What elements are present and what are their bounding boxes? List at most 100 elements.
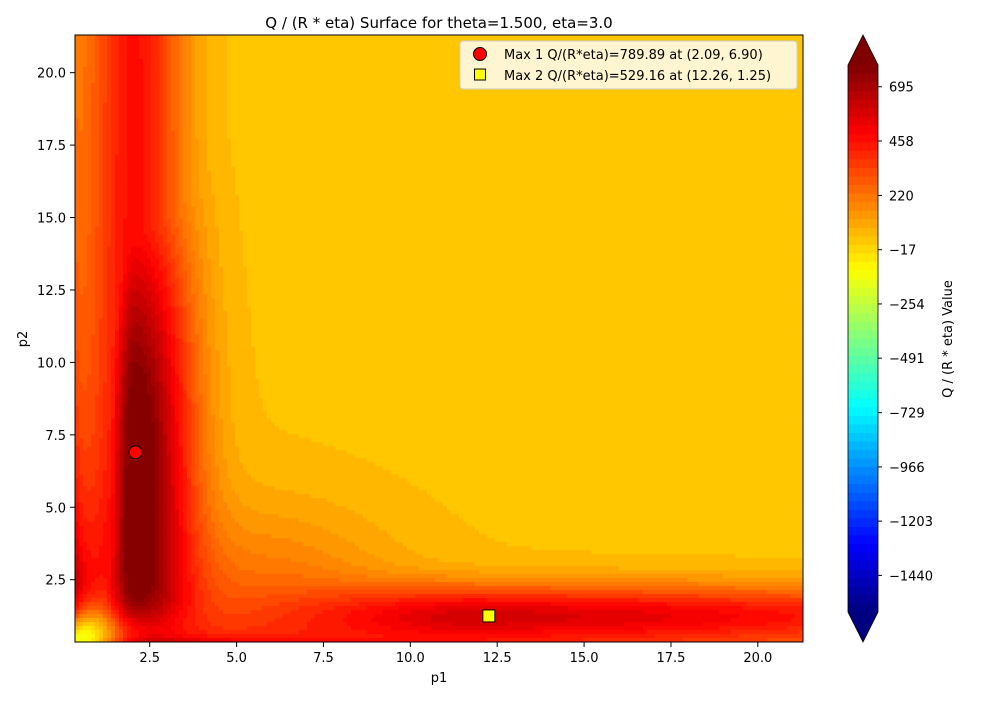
- contour-cell: [471, 98, 476, 104]
- contour-cell: [395, 110, 400, 116]
- contour-cell: [171, 134, 176, 140]
- contour-cell: [419, 138, 424, 144]
- contour-cell: [363, 86, 368, 92]
- contour-cell: [619, 94, 624, 100]
- contour-cell: [251, 106, 256, 112]
- contour-cell: [127, 106, 132, 112]
- contour-cell: [599, 90, 604, 96]
- contour-cell: [635, 130, 640, 136]
- contour-cell: [259, 130, 264, 136]
- contour-cell: [195, 86, 200, 92]
- contour-cell: [107, 98, 112, 104]
- contour-cell: [371, 54, 376, 60]
- contour-cell: [619, 114, 624, 120]
- contour-cell: [555, 130, 560, 136]
- contour-cell: [399, 90, 404, 96]
- contour-cell: [439, 134, 444, 140]
- contour-cell: [79, 62, 84, 68]
- contour-cell: [79, 110, 84, 116]
- contour-cell: [175, 134, 180, 140]
- contour-cell: [495, 106, 500, 112]
- contour-cell: [83, 70, 88, 76]
- contour-cell: [631, 90, 636, 96]
- contour-cell: [799, 126, 803, 132]
- contour-cell: [467, 134, 472, 140]
- contour-cell: [639, 118, 644, 124]
- contour-cell: [411, 70, 416, 76]
- contour-cell: [367, 130, 372, 136]
- contour-cell: [175, 38, 180, 44]
- contour-cell: [435, 102, 440, 108]
- contour-cell: [799, 130, 803, 136]
- contour-cell: [279, 142, 284, 148]
- contour-cell: [403, 35, 408, 40]
- contour-cell: [567, 98, 572, 104]
- contour-cell: [179, 62, 184, 68]
- contour-cell: [607, 118, 612, 124]
- contour-cell: [579, 110, 584, 116]
- contour-cell: [419, 62, 424, 68]
- contour-cell: [451, 38, 456, 44]
- contour-cell: [279, 58, 284, 64]
- contour-cell: [619, 98, 624, 104]
- contour-cell: [187, 66, 192, 72]
- contour-cell: [591, 138, 596, 144]
- contour-cell: [163, 42, 168, 48]
- contour-cell: [111, 110, 116, 116]
- contour-cell: [231, 86, 236, 92]
- contour-cell: [359, 90, 364, 96]
- contour-cell: [563, 106, 568, 112]
- contour-cell: [159, 66, 164, 72]
- contour-cell: [111, 118, 116, 124]
- contour-cell: [307, 118, 312, 124]
- contour-cell: [459, 122, 464, 128]
- contour-cell: [691, 118, 696, 124]
- contour-cell: [203, 110, 208, 116]
- contour-cell: [651, 118, 656, 124]
- contour-cell: [431, 90, 436, 96]
- contour-cell: [343, 126, 348, 132]
- contour-cell: [343, 74, 348, 80]
- contour-cell: [139, 138, 144, 144]
- contour-cell: [159, 86, 164, 92]
- contour-cell: [175, 66, 180, 72]
- contour-cell: [123, 38, 128, 44]
- contour-cell: [719, 94, 724, 100]
- contour-cell: [423, 110, 428, 116]
- contour-cell: [87, 74, 92, 80]
- contour-cell: [143, 90, 148, 96]
- contour-cell: [415, 110, 420, 116]
- contour-cell: [495, 102, 500, 108]
- contour-cell: [475, 122, 480, 128]
- contour-cell: [271, 35, 276, 40]
- contour-cell: [499, 110, 504, 116]
- contour-cell: [83, 110, 88, 116]
- contour-cell: [739, 130, 744, 136]
- contour-cell: [495, 90, 500, 96]
- contour-cell: [659, 90, 664, 96]
- contour-cell: [463, 130, 468, 136]
- contour-cell: [171, 94, 176, 100]
- contour-cell: [355, 74, 360, 80]
- contour-cell: [207, 94, 212, 100]
- contour-cell: [783, 106, 788, 112]
- contour-cell: [399, 70, 404, 76]
- contour-cell: [279, 106, 284, 112]
- contour-cell: [323, 106, 328, 112]
- contour-cell: [75, 38, 80, 44]
- contour-cell: [775, 122, 780, 128]
- contour-cell: [231, 35, 236, 40]
- contour-cell: [715, 134, 720, 140]
- contour-cell: [351, 86, 356, 92]
- contour-cell: [151, 98, 156, 104]
- contour-cell: [327, 46, 332, 52]
- contour-cell: [179, 78, 184, 84]
- contour-cell: [319, 38, 324, 44]
- contour-cell: [91, 106, 96, 112]
- contour-cell: [151, 46, 156, 52]
- contour-cell: [323, 130, 328, 136]
- contour-cell: [231, 90, 236, 96]
- contour-cell: [155, 94, 160, 100]
- contour-cell: [795, 86, 800, 92]
- contour-cell: [487, 122, 492, 128]
